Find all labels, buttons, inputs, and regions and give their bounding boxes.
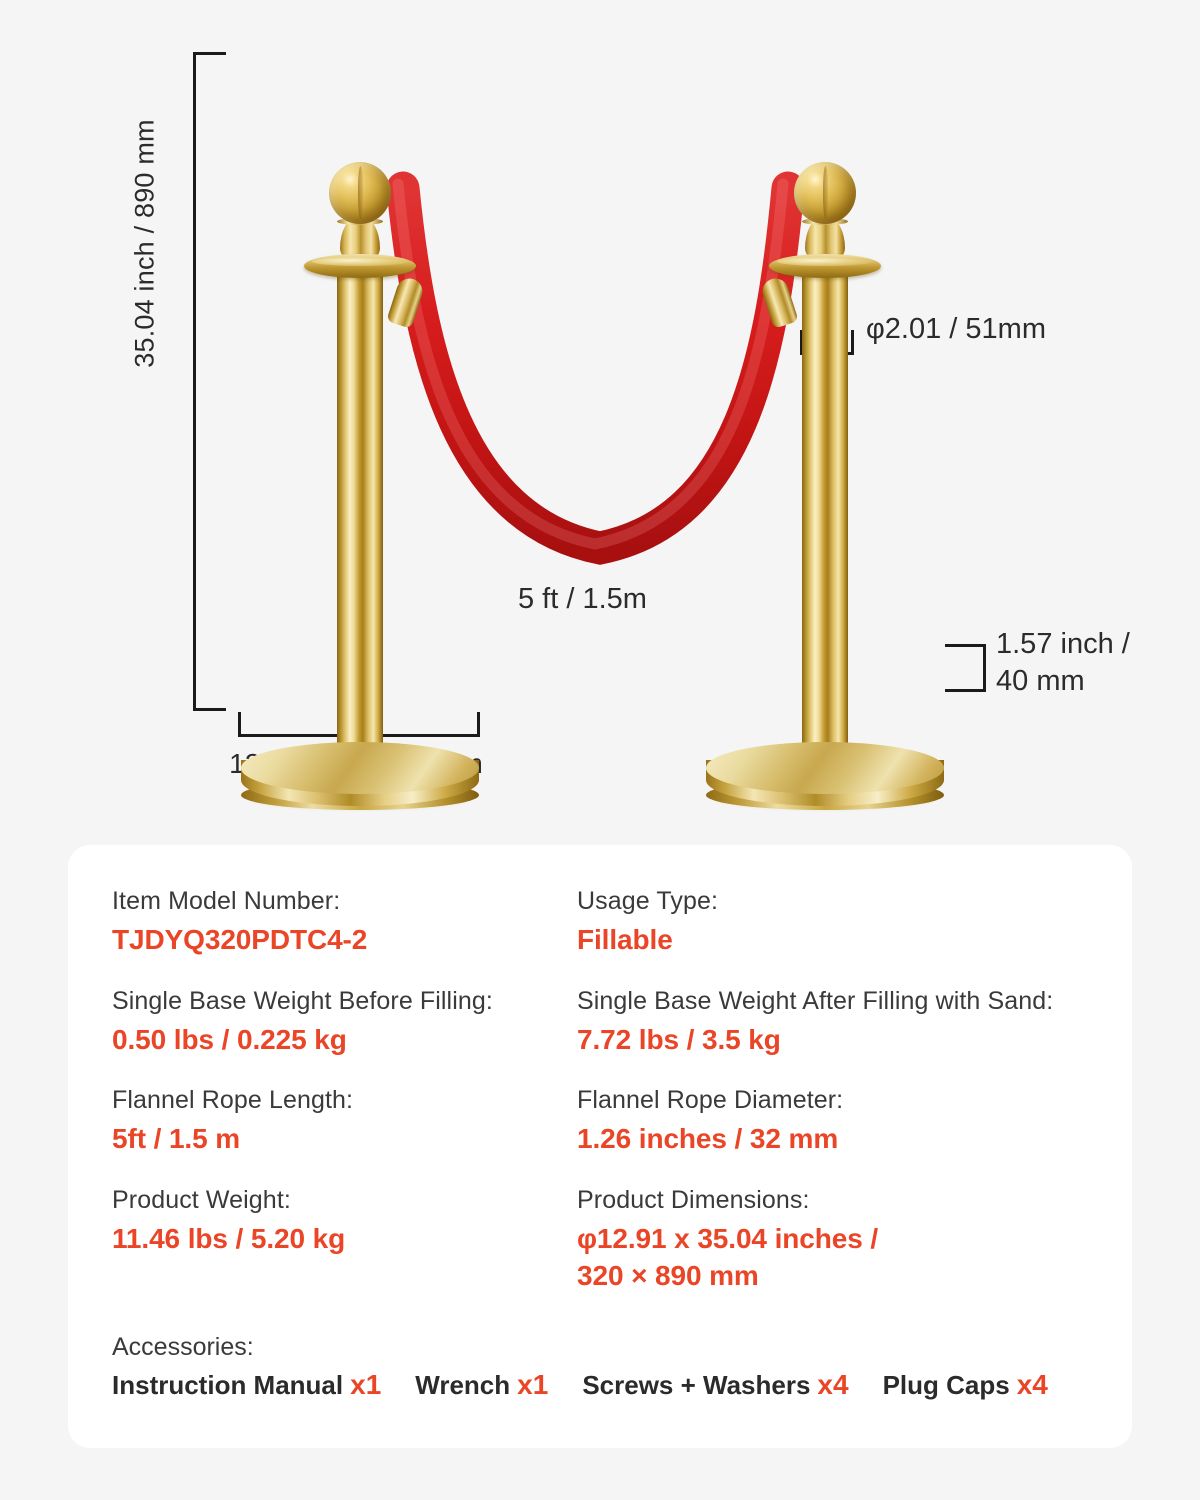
velvet-rope (386, 171, 805, 565)
accessory-name: Instruction Manual (112, 1370, 344, 1401)
spec-value: φ12.91 x 35.04 inches / 320 × 890 mm (577, 1222, 879, 1292)
spec-label: Flannel Rope Length: (112, 1086, 354, 1115)
accessory-wrench: Wrench x1 (415, 1369, 548, 1401)
spec-item-model-number: Item Model Number: TJDYQ320PDTC4-2 (112, 885, 577, 985)
rope-end-cap-right (759, 275, 799, 329)
spec-value: 1.26 inches / 32 mm (577, 1123, 839, 1155)
height-dimension-label: 35.04 inch / 890 mm (129, 119, 160, 368)
spec-label: Flannel Rope Diameter: (577, 1086, 844, 1115)
spec-value: 0.50 lbs / 0.225 kg (112, 1023, 347, 1055)
accessory-screws-washers: Screws + Washers x4 (582, 1369, 848, 1401)
accessory-plug-caps: Plug Caps x4 (883, 1369, 1048, 1401)
rope-length-label: 5 ft / 1.5m (518, 583, 647, 615)
post-collar-disc (304, 254, 416, 278)
spec-label: Product Dimensions: (577, 1185, 810, 1214)
accessory-name: Screws + Washers (582, 1370, 811, 1401)
base-top-surface (241, 742, 479, 794)
spec-item-usage-type: Usage Type: Fillable (577, 885, 1088, 985)
post-base-disc-right (706, 742, 944, 812)
spec-item-rope-diameter: Flannel Rope Diameter: 1.26 inches / 32 … (577, 1084, 1088, 1184)
height-dimension-bracket (193, 52, 226, 711)
accessory-qty: x4 (817, 1369, 849, 1401)
finial-ball-icon (794, 162, 856, 224)
product-illustration: 35.04 inch / 890 mm 12.91 inch / 320 mm … (129, 52, 1130, 830)
stanchion-post-right (695, 150, 955, 830)
specification-grid: Item Model Number: TJDYQ320PDTC4-2 Usage… (112, 885, 1088, 1321)
accessory-qty: x1 (517, 1369, 549, 1401)
accessory-qty: x1 (350, 1369, 382, 1401)
spec-value: Fillable (577, 924, 673, 955)
base-thickness-dimension-label: 1.57 inch / 40 mm (996, 628, 1130, 698)
accessories-section: Accessories: Instruction Manual x1 Wrenc… (112, 1331, 1088, 1402)
specification-card: Item Model Number: TJDYQ320PDTC4-2 Usage… (68, 845, 1132, 1448)
spec-item-base-weight-after: Single Base Weight After Filling with Sa… (577, 985, 1088, 1085)
spec-item-base-weight-before: Single Base Weight Before Filling: 0.50 … (112, 985, 577, 1085)
spec-label: Single Base Weight Before Filling: (112, 986, 493, 1015)
rope-end-cap-left (386, 275, 426, 329)
accessories-label: Accessories: (112, 1332, 254, 1361)
post-diameter-dimension-label: φ2.01 / 51mm (866, 313, 1046, 345)
post-collar-disc (769, 254, 881, 278)
spec-item-product-dimensions: Product Dimensions: φ12.91 x 35.04 inche… (577, 1184, 1088, 1321)
spec-label: Single Base Weight After Filling with Sa… (577, 986, 1054, 1015)
spec-value: TJDYQ320PDTC4-2 (112, 924, 368, 955)
spec-item-product-weight: Product Weight: 11.46 lbs / 5.20 kg (112, 1184, 577, 1321)
spec-value: 5ft / 1.5 m (112, 1123, 241, 1155)
spec-label: Usage Type: (577, 887, 719, 915)
accessory-name: Plug Caps (882, 1370, 1010, 1401)
spec-value: 7.72 lbs / 3.5 kg (577, 1023, 781, 1055)
spec-item-rope-length: Flannel Rope Length: 5ft / 1.5 m (112, 1084, 577, 1184)
post-tube (802, 268, 848, 778)
accessories-list: Instruction Manual x1 Wrench x1 Screws +… (112, 1369, 1088, 1401)
stanchion-post-left (230, 150, 490, 830)
accessory-instruction-manual: Instruction Manual x1 (112, 1369, 381, 1401)
spec-value: 11.46 lbs / 5.20 kg (112, 1222, 346, 1254)
finial-ball-icon (329, 162, 391, 224)
spec-label: Item Model Number: (112, 887, 341, 915)
base-thickness-dimension-bracket (945, 644, 986, 692)
post-tube (337, 268, 383, 778)
accessory-qty: x4 (1016, 1369, 1048, 1401)
accessory-name: Wrench (415, 1370, 511, 1401)
base-top-surface (706, 742, 944, 794)
spec-label: Product Weight: (112, 1185, 291, 1214)
post-base-disc-left (241, 742, 479, 812)
